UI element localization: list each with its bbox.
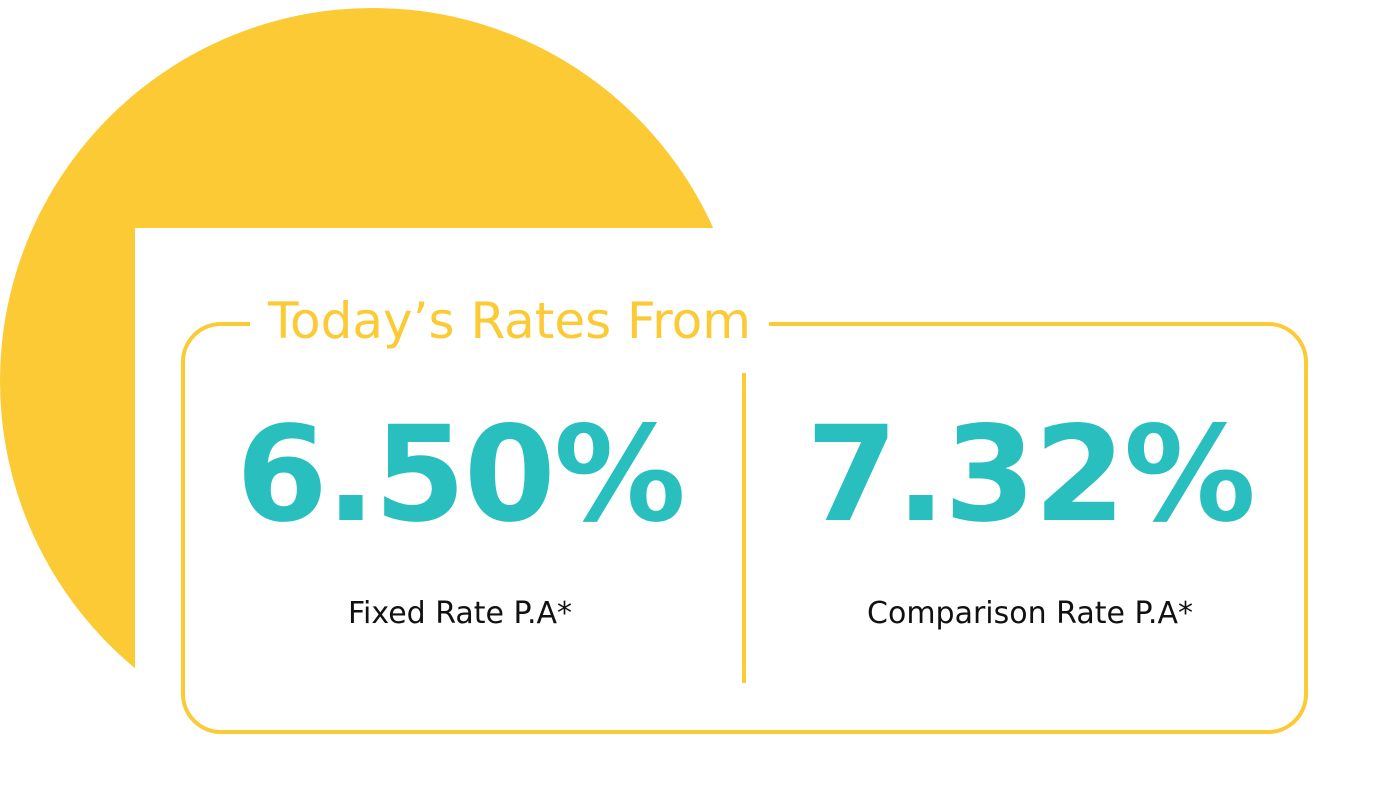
fixed-rate-value: 6.50%: [236, 398, 686, 552]
rates-divider: [742, 373, 746, 683]
fixed-rate-label: Fixed Rate P.A*: [347, 596, 573, 631]
comparison-rate-block: 7.32% Comparison Rate P.A*: [790, 400, 1270, 660]
rates-heading: Today’s Rates From: [250, 288, 769, 354]
comparison-rate-label: Comparison Rate P.A*: [867, 596, 1193, 631]
fixed-rate-block: 6.50% Fixed Rate P.A*: [220, 400, 700, 660]
comparison-rate-value: 7.32%: [806, 398, 1256, 552]
